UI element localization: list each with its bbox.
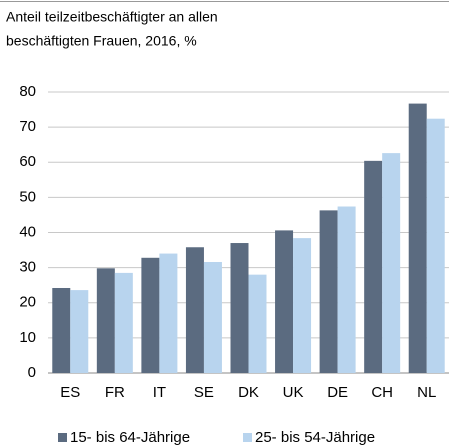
bar xyxy=(114,272,133,373)
bar xyxy=(319,210,338,373)
bar xyxy=(96,268,115,373)
legend-label: 15- bis 64-Jährige xyxy=(70,429,190,446)
bar xyxy=(52,287,71,373)
legend-swatch xyxy=(243,433,252,442)
y-tick-label: 70 xyxy=(19,118,36,135)
bar xyxy=(408,103,427,373)
x-tick-label: IT xyxy=(153,384,166,401)
x-tick-label: ES xyxy=(60,384,80,401)
bar xyxy=(185,247,204,373)
chart-title: beschäftigten Frauen, 2016, % xyxy=(6,33,197,49)
bar xyxy=(230,243,249,373)
bar xyxy=(275,230,294,373)
bar xyxy=(426,118,445,373)
x-tick-label: DK xyxy=(238,384,259,401)
y-tick-label: 10 xyxy=(19,329,36,346)
y-tick-label: 20 xyxy=(19,294,36,311)
legend-label: 25- bis 54-Jährige xyxy=(255,429,375,446)
legend-swatch xyxy=(58,433,67,442)
y-tick-label: 0 xyxy=(28,364,36,381)
y-tick-label: 40 xyxy=(19,223,36,240)
y-tick-label: 80 xyxy=(19,83,36,100)
x-tick-label: SE xyxy=(194,384,214,401)
bar xyxy=(70,290,89,373)
bar xyxy=(382,153,401,373)
y-tick-label: 60 xyxy=(19,153,36,170)
y-tick-label: 50 xyxy=(19,188,36,205)
x-tick-label: UK xyxy=(283,384,304,401)
bar xyxy=(248,274,267,373)
bar xyxy=(364,160,383,373)
y-tick-label: 30 xyxy=(19,259,36,276)
bar xyxy=(203,262,222,373)
x-tick-label: NL xyxy=(417,384,436,401)
chart-title: Anteil teilzeitbeschäftigter an allen xyxy=(6,9,218,25)
x-tick-label: CH xyxy=(371,384,393,401)
bar xyxy=(159,253,178,373)
bar xyxy=(293,238,312,373)
bar xyxy=(337,206,356,373)
x-tick-label: DE xyxy=(327,384,348,401)
bar xyxy=(141,257,160,373)
x-tick-label: FR xyxy=(105,384,125,401)
